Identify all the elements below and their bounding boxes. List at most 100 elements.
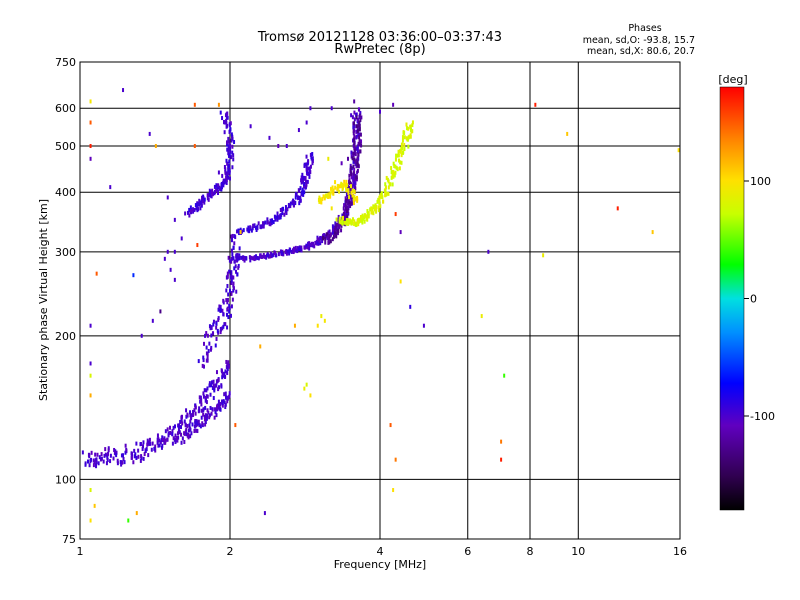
data-point	[341, 185, 344, 190]
data-point	[268, 135, 271, 140]
data-point	[193, 429, 196, 434]
data-point	[193, 143, 196, 148]
data-point	[225, 288, 228, 293]
data-point	[159, 309, 162, 314]
data-point	[231, 233, 234, 238]
data-point	[348, 187, 351, 192]
data-point	[231, 165, 234, 170]
data-point	[390, 170, 393, 175]
data-point	[222, 183, 225, 188]
data-point	[305, 243, 308, 248]
data-point	[186, 210, 189, 215]
data-point	[212, 322, 215, 327]
data-point	[100, 456, 103, 461]
data-point	[219, 308, 222, 313]
data-point	[344, 196, 347, 201]
data-point	[329, 194, 332, 199]
data-point	[225, 395, 228, 400]
data-point	[351, 188, 354, 193]
data-point	[226, 300, 229, 305]
data-point	[204, 405, 207, 410]
data-point	[292, 246, 295, 251]
data-point	[197, 207, 200, 212]
data-point	[230, 273, 233, 278]
data-point	[387, 191, 390, 196]
data-point	[347, 203, 350, 208]
data-point	[295, 248, 298, 253]
data-point	[127, 518, 130, 523]
data-point	[215, 321, 218, 326]
data-point	[226, 161, 229, 166]
data-point	[222, 298, 225, 303]
data-point	[146, 438, 149, 443]
data-point	[286, 207, 289, 212]
data-point	[188, 423, 191, 428]
data-point	[345, 187, 348, 192]
data-point	[353, 146, 356, 151]
data-point	[211, 192, 214, 197]
data-point	[214, 343, 217, 348]
data-point	[202, 355, 205, 360]
data-point	[166, 437, 169, 442]
data-point	[206, 414, 209, 419]
data-point	[327, 232, 330, 237]
data-point	[199, 395, 202, 400]
data-point	[279, 215, 282, 220]
data-point	[341, 213, 344, 218]
data-point	[106, 455, 109, 460]
data-point	[296, 249, 299, 254]
data-point	[220, 383, 223, 388]
data-point	[299, 198, 302, 203]
data-point	[175, 435, 178, 440]
data-point	[346, 205, 349, 210]
data-point	[363, 219, 366, 224]
data-point	[406, 126, 409, 131]
data-point	[343, 179, 346, 184]
data-point	[327, 230, 330, 235]
data-point	[353, 134, 356, 139]
x-tick-label: 4	[377, 545, 384, 558]
data-point	[327, 240, 330, 245]
data-point	[307, 159, 310, 164]
data-point	[192, 412, 195, 417]
data-point	[357, 217, 360, 222]
data-point	[331, 237, 334, 242]
data-point	[366, 209, 369, 214]
data-point	[336, 183, 339, 188]
data-point	[166, 427, 169, 432]
data-point	[352, 137, 355, 142]
data-point	[269, 254, 272, 259]
data-point	[194, 423, 197, 428]
data-point	[234, 264, 237, 269]
data-point	[102, 459, 105, 464]
data-point	[176, 431, 179, 436]
data-point	[342, 183, 345, 188]
data-point	[300, 175, 303, 180]
data-point	[350, 175, 353, 180]
data-point	[326, 193, 329, 198]
data-point	[333, 230, 336, 235]
data-point	[94, 452, 97, 457]
data-point	[104, 447, 107, 452]
data-point	[225, 365, 228, 370]
data-point	[319, 241, 322, 246]
data-point	[348, 185, 351, 190]
data-point	[190, 431, 193, 436]
data-point	[320, 236, 323, 241]
data-point	[204, 422, 207, 427]
data-point	[355, 175, 358, 180]
data-point	[312, 241, 315, 246]
data-point	[206, 408, 209, 413]
data-point	[387, 179, 390, 184]
data-point	[228, 168, 231, 173]
data-point	[350, 190, 353, 195]
data-point	[196, 428, 199, 433]
data-point	[250, 255, 253, 260]
data-point	[226, 366, 229, 371]
data-point	[179, 419, 182, 424]
data-point	[210, 333, 213, 338]
data-point	[196, 243, 199, 248]
data-point	[374, 203, 377, 208]
data-point	[100, 452, 103, 457]
data-point	[405, 136, 408, 141]
